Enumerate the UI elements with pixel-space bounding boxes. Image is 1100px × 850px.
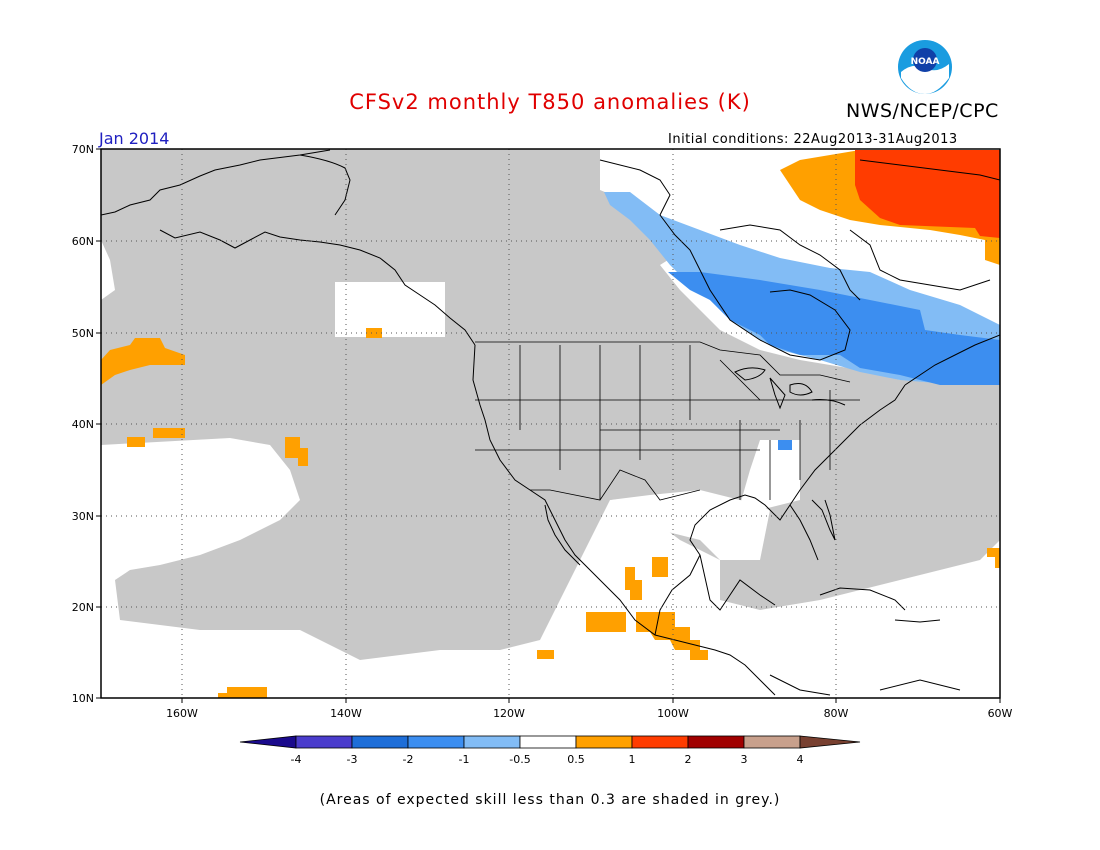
colorbar-segment <box>295 735 353 749</box>
lat-label: 40N <box>72 418 94 431</box>
lon-label: 140W <box>330 707 362 720</box>
lat-label: 50N <box>72 327 94 340</box>
colorbar-segment <box>575 735 633 749</box>
lat-label: 60N <box>72 235 94 248</box>
colorbar-label: 3 <box>741 753 748 766</box>
texas-grey <box>590 470 640 500</box>
colorbar-label: 4 <box>797 753 804 766</box>
logo-text: NOAA <box>911 57 940 67</box>
coastlines <box>101 149 1000 696</box>
lat-label: 70N <box>72 143 94 156</box>
colorbar-label: -3 <box>347 753 358 766</box>
colorbar-segment <box>743 735 801 749</box>
noaa-logo: NOAA <box>898 40 952 94</box>
lat-label: 10N <box>72 692 94 705</box>
great-lakes <box>734 367 846 410</box>
lon-label: 100W <box>657 707 689 720</box>
gulf-white <box>610 490 770 560</box>
cold-anomaly-medium <box>668 272 1000 385</box>
colorbar-segment <box>239 735 297 749</box>
colorbar-segment <box>463 735 521 749</box>
colorbar-label: 1 <box>629 753 636 766</box>
colorbar-label: -0.5 <box>509 753 530 766</box>
colorbar-segment <box>799 735 861 749</box>
initial-conditions: Initial conditions: 22Aug2013-31Aug2013 <box>668 132 958 147</box>
forecast-period: Jan 2014 <box>99 129 170 148</box>
lat-label: 30N <box>72 510 94 523</box>
map-title: CFSv2 monthly T850 anomalies (K) <box>349 90 751 114</box>
lon-label: 80W <box>824 707 849 720</box>
cold-anomaly-spot <box>778 440 792 450</box>
colorbar-segment <box>687 735 745 749</box>
colorbar-label: -4 <box>291 753 302 766</box>
axis-ticks <box>96 148 1001 703</box>
lon-label: 120W <box>493 707 525 720</box>
warm-anomaly-orange-patches <box>101 328 1000 698</box>
skill-note: (Areas of expected skill less than 0.3 a… <box>319 792 781 808</box>
org-label: NWS/NCEP/CPC <box>846 100 999 122</box>
colorbar-label: -1 <box>459 753 470 766</box>
colorbar-label: -2 <box>403 753 414 766</box>
colorbar-label: 2 <box>685 753 692 766</box>
colorbar-label: 0.5 <box>567 753 585 766</box>
colorbar <box>239 735 861 749</box>
colorbar-segment <box>407 735 465 749</box>
lat-label: 20N <box>72 601 94 614</box>
warm-anomaly-red-ne <box>855 150 1000 238</box>
colorbar-segment <box>631 735 689 749</box>
lon-label: 160W <box>166 707 198 720</box>
colorbar-segment <box>519 735 577 749</box>
lon-label: 60W <box>988 707 1013 720</box>
colorbar-segment <box>351 735 409 749</box>
